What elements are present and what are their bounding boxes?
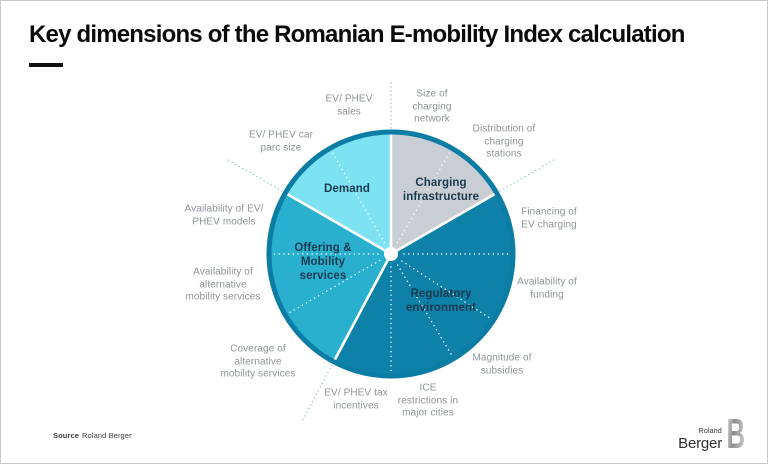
- outer-leader-lines: [225, 78, 557, 423]
- sub-dividers: [272, 151, 510, 373]
- logo-berger-text: Berger: [678, 435, 722, 452]
- source-label: Source: [53, 431, 80, 440]
- callout-ev-phev-sales: EV/ PHEV sales: [325, 93, 373, 118]
- callout-magnitude-of-subsidies: Magnitude of subsidies: [472, 352, 532, 377]
- sub-divider-240: [288, 259, 381, 314]
- callout-availability-of-funding: Availability of funding: [517, 276, 577, 301]
- pie-segment-regulatory-environment: [333, 193, 514, 377]
- roland-berger-logo: Roland Berger B: [678, 415, 751, 451]
- title-dash: [29, 63, 63, 67]
- callout-ev-phev-tax-incentives: EV/ PHEV tax incentives: [324, 387, 388, 412]
- leader-lower-left: [301, 364, 333, 423]
- logo-roland-text: Roland: [698, 428, 722, 435]
- callout-size-of-charging-network: Size of charging network: [412, 88, 452, 125]
- logo-b-mark-icon: B: [727, 415, 745, 451]
- callout-ev-phev-car-parc-size: EV/ PHEV car parc size: [249, 129, 313, 154]
- callout-ice-restrictions: ICE restrictions in major cities: [397, 382, 459, 419]
- leader-upper-right: [499, 158, 557, 192]
- sub-divider-30: [396, 151, 451, 244]
- callout-availability-alternative-mobility: Availability of alternative mobility ser…: [185, 266, 261, 303]
- page-title: Key dimensions of the Romanian E-mobilit…: [29, 21, 685, 48]
- pie-segment-offering-mobility-services: [268, 193, 391, 362]
- pie-outer-ring: [266, 129, 516, 379]
- source-value: Roland Berger: [82, 431, 132, 440]
- main-dividers: [284, 132, 498, 363]
- logo-wordmark: Roland Berger: [678, 428, 722, 451]
- segment-label-charging-infrastructure: Charging infrastructure: [402, 177, 480, 203]
- source-note: Source Roland Berger: [53, 431, 132, 440]
- segment-label-demand: Demand: [324, 183, 370, 195]
- sub-divider-330: [331, 151, 386, 244]
- callout-distribution-of-charging-stations: Distribution of charging stations: [472, 123, 536, 160]
- callout-availability-ev-phev-models: Availability of EV/ PHEV models: [184, 203, 264, 228]
- leader-upper-left: [225, 158, 283, 192]
- callout-financing-of-ev-charging: Financing of EV charging: [521, 206, 577, 231]
- divider-offering-demand: [284, 191, 392, 256]
- divider-charging-regulatory: [390, 191, 498, 256]
- pie-center-dot: [384, 247, 398, 261]
- logo-b-letter: B: [727, 415, 745, 451]
- segment-label-regulatory-environment: Regulatory environment: [405, 288, 477, 314]
- divider-regulatory-offering: [332, 253, 393, 363]
- segment-label-offering-mobility-services: Offering & Mobility services: [294, 242, 352, 282]
- callout-coverage-alternative-mobility: Coverage of alternative mobility service…: [220, 343, 296, 380]
